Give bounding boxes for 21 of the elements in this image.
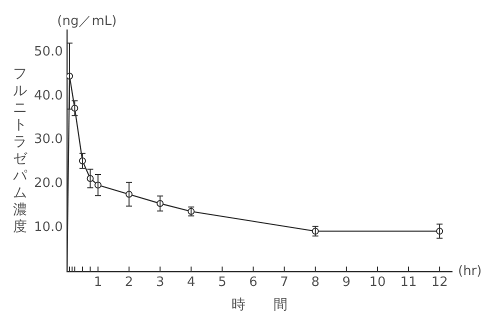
x-tick-label: 8 <box>311 274 320 290</box>
x-tick-label: 7 <box>280 274 288 290</box>
x-tick-label: 5 <box>218 274 226 290</box>
x-tick-label: 9 <box>342 274 351 290</box>
text: (ng／mL) <box>57 14 117 29</box>
text: (hr) <box>458 264 482 279</box>
x-tick-label: 3 <box>156 274 164 290</box>
y-tick-label: 20.0 <box>34 176 63 192</box>
y-tick-label: 10.0 <box>34 220 63 236</box>
x-tick-label: 1 <box>94 274 102 290</box>
y-tick-label: 50.0 <box>34 44 63 60</box>
x-tick-label: 6 <box>249 274 258 290</box>
x-tick-label: 11 <box>400 274 417 290</box>
x-tick-label: 4 <box>187 274 196 290</box>
y-tick-label: 40.0 <box>34 88 63 104</box>
y-tick-label: 30.0 <box>34 132 63 148</box>
x-tick-label: 12 <box>431 274 448 290</box>
x-axis-title: 時 間 <box>231 297 288 314</box>
x-tick-label: 10 <box>369 274 386 290</box>
text: フルニトラゼパム濃度 <box>13 66 27 235</box>
x-tick-label: 2 <box>124 274 134 290</box>
